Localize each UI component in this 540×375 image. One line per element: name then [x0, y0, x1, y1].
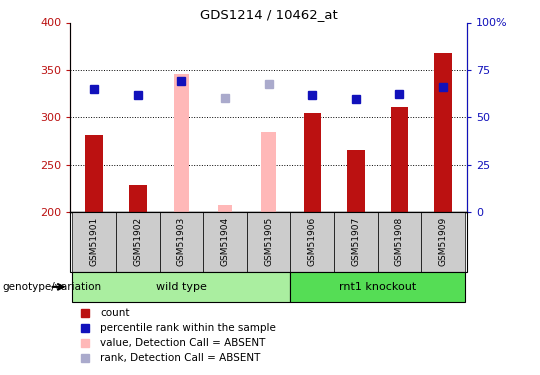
Bar — [434, 53, 452, 212]
Bar — [261, 132, 276, 212]
Bar — [377, 212, 421, 272]
Bar — [85, 135, 103, 212]
Text: GSM51906: GSM51906 — [308, 217, 317, 267]
Text: percentile rank within the sample: percentile rank within the sample — [100, 323, 276, 333]
Bar — [72, 272, 291, 302]
Text: rnt1 knockout: rnt1 knockout — [339, 282, 416, 292]
Bar — [174, 74, 189, 212]
Bar — [116, 212, 160, 272]
Text: count: count — [100, 308, 130, 318]
Text: GSM51907: GSM51907 — [352, 217, 360, 267]
Text: GSM51903: GSM51903 — [177, 217, 186, 267]
Bar — [160, 212, 203, 272]
Bar — [129, 185, 146, 212]
Bar — [203, 212, 247, 272]
Bar — [391, 107, 408, 212]
Text: GSM51909: GSM51909 — [438, 217, 448, 267]
Text: GSM51905: GSM51905 — [264, 217, 273, 267]
Bar — [291, 272, 465, 302]
Text: GSM51908: GSM51908 — [395, 217, 404, 267]
Bar — [247, 212, 291, 272]
Text: value, Detection Call = ABSENT: value, Detection Call = ABSENT — [100, 338, 265, 348]
Bar — [347, 150, 365, 212]
Bar — [291, 212, 334, 272]
Text: GSM51904: GSM51904 — [220, 217, 230, 266]
Bar — [72, 212, 116, 272]
Text: GSM51902: GSM51902 — [133, 217, 143, 266]
Text: genotype/variation: genotype/variation — [3, 282, 102, 292]
Text: rank, Detection Call = ABSENT: rank, Detection Call = ABSENT — [100, 352, 260, 363]
Bar — [421, 212, 465, 272]
Title: GDS1214 / 10462_at: GDS1214 / 10462_at — [200, 8, 338, 21]
Text: GSM51901: GSM51901 — [90, 217, 99, 267]
Bar — [303, 113, 321, 212]
Bar — [218, 205, 232, 212]
Text: wild type: wild type — [156, 282, 207, 292]
Bar — [334, 212, 377, 272]
